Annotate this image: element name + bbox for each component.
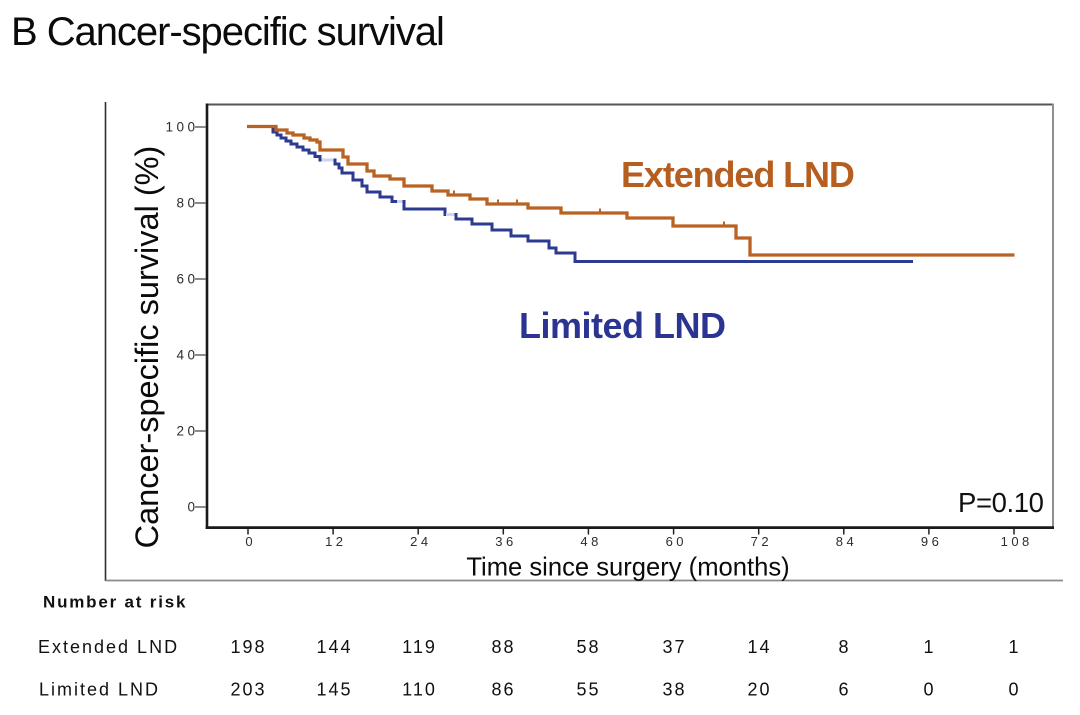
svg-text:48: 48 <box>580 534 601 549</box>
svg-text:12: 12 <box>325 534 346 549</box>
svg-text:58: 58 <box>576 637 600 657</box>
svg-text:110: 110 <box>402 680 437 700</box>
svg-text:108: 108 <box>1001 534 1033 549</box>
svg-text:Extended LND: Extended LND <box>621 154 854 195</box>
svg-text:0: 0 <box>187 500 198 515</box>
svg-text:20: 20 <box>747 680 771 700</box>
svg-text:119: 119 <box>402 637 437 657</box>
svg-text:Limited LND: Limited LND <box>39 680 160 700</box>
svg-text:Cancer-specific survival (%): Cancer-specific survival (%) <box>129 146 165 549</box>
svg-text:0: 0 <box>923 680 935 700</box>
svg-text:P=0.10: P=0.10 <box>958 487 1044 518</box>
svg-text:88: 88 <box>491 637 515 657</box>
svg-text:198: 198 <box>230 637 266 657</box>
svg-text:203: 203 <box>230 680 266 700</box>
svg-text:Extended LND: Extended LND <box>38 637 179 657</box>
svg-text:80: 80 <box>176 196 198 211</box>
svg-text:55: 55 <box>576 680 600 700</box>
svg-text:38: 38 <box>662 680 686 700</box>
svg-text:1: 1 <box>923 637 935 657</box>
svg-text:6: 6 <box>838 680 850 700</box>
svg-text:Number at risk: Number at risk <box>43 593 187 612</box>
svg-text:37: 37 <box>662 637 686 657</box>
svg-text:40: 40 <box>176 348 198 363</box>
svg-text:14: 14 <box>747 637 771 657</box>
svg-text:20: 20 <box>176 424 198 439</box>
svg-text:72: 72 <box>751 534 772 549</box>
svg-text:144: 144 <box>316 637 352 657</box>
svg-text:145: 145 <box>316 680 352 700</box>
svg-text:8: 8 <box>838 637 850 657</box>
svg-text:60: 60 <box>176 272 198 287</box>
svg-text:0: 0 <box>1008 680 1020 700</box>
svg-text:84: 84 <box>836 534 857 549</box>
svg-text:24: 24 <box>410 534 431 549</box>
svg-text:86: 86 <box>491 680 515 700</box>
svg-text:0: 0 <box>245 534 256 549</box>
svg-text:36: 36 <box>495 534 516 549</box>
svg-text:96: 96 <box>921 534 942 549</box>
svg-text:100: 100 <box>165 120 198 135</box>
svg-text:B Cancer-specific survival: B Cancer-specific survival <box>11 10 444 54</box>
svg-text:1: 1 <box>1008 637 1020 657</box>
svg-text:Time since surgery (months): Time since surgery (months) <box>466 554 789 582</box>
svg-text:Limited LND: Limited LND <box>519 305 726 346</box>
svg-text:60: 60 <box>666 534 687 549</box>
